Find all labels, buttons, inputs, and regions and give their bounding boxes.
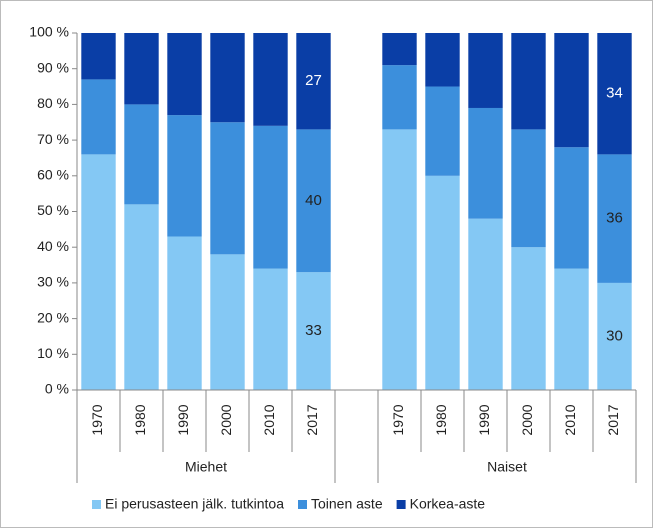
bar-segment <box>382 129 417 390</box>
bar-segment <box>296 129 331 273</box>
data-label: 30 <box>606 327 623 344</box>
bar-segment <box>425 33 460 87</box>
data-label: 40 <box>305 192 322 209</box>
y-tick-label: 90 % <box>37 59 69 75</box>
bar-segment <box>167 33 202 116</box>
x-tick-label: 1980 <box>132 404 148 435</box>
bar-segment <box>124 204 159 390</box>
bar-segment <box>167 236 202 390</box>
bar-segment <box>210 254 245 390</box>
legend-label: Ei perusasteen jälk. tutkintoa <box>105 496 284 512</box>
bar-segment <box>296 33 331 130</box>
y-tick-label: 0 % <box>45 381 69 397</box>
data-label: 27 <box>305 72 322 89</box>
x-tick-label: 1990 <box>476 404 492 435</box>
bar-segment <box>597 282 632 390</box>
bar-segment <box>597 154 632 283</box>
bar-segment <box>554 147 589 269</box>
x-tick-label: 2000 <box>218 404 234 435</box>
bar-segment <box>382 33 417 66</box>
x-tick-label: 1990 <box>175 404 191 435</box>
bar-segment <box>81 79 116 155</box>
bar-segment <box>511 129 546 248</box>
bar-segment <box>597 33 632 155</box>
bar-segment <box>210 122 245 255</box>
bar-segment <box>81 154 116 390</box>
bar-segment <box>253 125 288 269</box>
bar-segment <box>425 175 460 390</box>
x-tick-label: 2010 <box>562 404 578 435</box>
bar-segment <box>382 65 417 130</box>
group-label: Miehet <box>185 459 227 475</box>
bar-segment <box>210 33 245 123</box>
bar-segment <box>296 272 331 390</box>
bar-segment <box>167 115 202 237</box>
bar-segment <box>554 33 589 148</box>
bar-segment <box>511 33 546 130</box>
group-label: Naiset <box>487 459 527 475</box>
y-tick-label: 60 % <box>37 167 69 183</box>
bar-segment <box>468 218 503 390</box>
legend-swatch <box>396 500 406 509</box>
x-tick-label: 1970 <box>89 404 105 435</box>
x-tick-label: 2017 <box>304 404 320 435</box>
data-label: 33 <box>305 322 322 339</box>
bar-segment <box>468 33 503 108</box>
legend-swatch <box>92 500 101 509</box>
x-tick-label: 2000 <box>519 404 535 435</box>
bar-segment <box>425 86 460 176</box>
x-tick-label: 2017 <box>605 404 621 435</box>
bar-segment <box>554 268 589 390</box>
x-tick-label: 1980 <box>433 404 449 435</box>
legend-label: Toinen aste <box>311 496 383 512</box>
legend-label: Korkea-aste <box>410 496 486 512</box>
y-tick-label: 80 % <box>37 95 69 111</box>
y-tick-label: 100 % <box>29 24 69 40</box>
y-tick-label: 40 % <box>37 238 69 254</box>
x-tick-label: 2010 <box>261 404 277 435</box>
data-label: 34 <box>606 85 623 102</box>
legend-swatch <box>298 500 307 509</box>
bar-segment <box>468 107 503 219</box>
x-tick-label: 1970 <box>390 404 406 435</box>
y-tick-label: 50 % <box>37 202 69 218</box>
bar-segment <box>511 247 546 390</box>
data-label: 36 <box>606 210 623 227</box>
y-tick-label: 20 % <box>37 309 69 325</box>
y-tick-label: 70 % <box>37 131 69 147</box>
bar-segment <box>253 33 288 126</box>
bar-segment <box>253 268 288 390</box>
bar-segment <box>124 104 159 205</box>
bar-segment <box>124 33 159 105</box>
y-tick-label: 10 % <box>37 345 69 361</box>
bar-segment <box>81 33 116 80</box>
y-tick-label: 30 % <box>37 274 69 290</box>
